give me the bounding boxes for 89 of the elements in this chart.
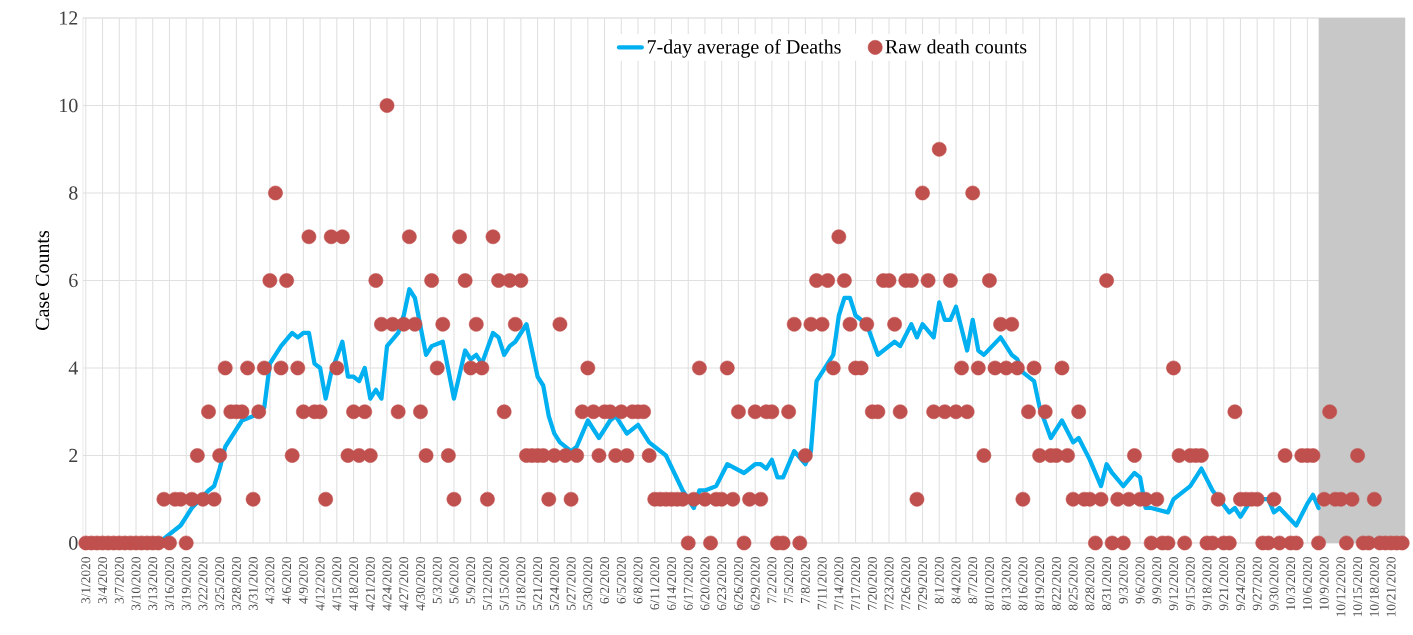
- y-tick-label: 10: [60, 98, 78, 113]
- x-tick-label: 6/20/2020: [700, 557, 710, 611]
- x-tick-label: 7/11/2020: [817, 557, 827, 610]
- legend-label: 7-day average of Deaths: [647, 39, 841, 58]
- x-tick-label: 9/12/2020: [1169, 557, 1179, 611]
- x-tick-label: 7/8/2020: [800, 557, 810, 604]
- x-tick-label: 6/2/2020: [600, 557, 610, 604]
- x-tick-label: 9/15/2020: [1185, 557, 1195, 611]
- x-tick-label: 3/7/2020: [114, 557, 124, 604]
- x-tick-label: 5/6/2020: [449, 557, 459, 604]
- x-tick-label: 3/25/2020: [215, 557, 225, 611]
- x-tick-label: 8/25/2020: [1068, 557, 1078, 611]
- x-tick-label: 5/24/2020: [549, 557, 559, 610]
- x-tick-label: 4/18/2020: [349, 557, 359, 611]
- x-tick-label: 3/1/2020: [81, 557, 91, 604]
- y-tick-label: 12: [60, 11, 78, 25]
- x-tick-label: 7/14/2020: [834, 557, 844, 610]
- x-tick-label: 6/17/2020: [683, 557, 693, 611]
- x-tick-label: 3/22/2020: [198, 557, 208, 611]
- legend-label: Raw death counts: [885, 39, 1027, 54]
- x-tick-label: 7/23/2020: [884, 557, 894, 610]
- x-tick-label: 3/31/2020: [248, 557, 258, 611]
- x-tick-label: 4/3/2020: [265, 557, 275, 604]
- x-tick-label: 8/31/2020: [1102, 557, 1112, 611]
- x-tick-label: 4/6/2020: [282, 557, 292, 604]
- x-tick-label: 8/13/2020: [1001, 557, 1011, 611]
- x-tick-label: 8/4/2020: [951, 557, 961, 604]
- x-tick-label: 5/21/2020: [533, 557, 543, 610]
- y-tick-label: 6: [69, 273, 78, 288]
- x-tick-label: 8/22/2020: [1051, 557, 1061, 611]
- x-tick-label: 9/3/2020: [1118, 557, 1128, 604]
- x-tick-label: 8/10/2020: [984, 557, 994, 611]
- y-tick-label: 8: [69, 186, 78, 200]
- x-tick-label: 4/12/2020: [315, 557, 325, 611]
- x-tick-label: 3/16/2020: [164, 557, 174, 611]
- x-tick-label: 3/19/2020: [181, 557, 191, 611]
- x-tick-label: 5/15/2020: [499, 557, 509, 610]
- x-tick-label: 5/27/2020: [566, 557, 576, 610]
- x-tick-label: 5/30/2020: [583, 557, 593, 610]
- x-tick-label: 7/17/2020: [851, 557, 861, 610]
- x-tick-label: 10/21/2020: [1386, 557, 1396, 617]
- x-tick-label: 7/29/2020: [918, 557, 927, 610]
- x-tick-label: 8/7/2020: [968, 557, 978, 604]
- x-tick-label: 10/18/2020: [1369, 557, 1379, 617]
- x-tick-label: 7/2/2020: [767, 557, 777, 604]
- x-tick-label: 6/8/2020: [633, 557, 643, 604]
- x-tick-label: 7/26/2020: [901, 557, 911, 610]
- x-tick-label: 5/12/2020: [482, 557, 492, 610]
- x-tick-label: 5/18/2020: [516, 557, 526, 610]
- x-tick-label: 9/21/2020: [1219, 557, 1229, 611]
- x-tick-label: 4/24/2020: [382, 557, 392, 611]
- x-tick-label: 4/27/2020: [399, 557, 409, 611]
- x-tick-label: 7/5/2020: [784, 557, 794, 604]
- x-tick-label: 6/29/2020: [750, 557, 760, 611]
- x-tick-label: 4/30/2020: [415, 557, 425, 611]
- x-tick-label: 8/19/2020: [1035, 557, 1045, 611]
- x-tick-label: 9/6/2020: [1135, 557, 1145, 604]
- x-tick-label: 9/18/2020: [1202, 557, 1212, 611]
- x-tick-label: 10/6/2020: [1302, 557, 1312, 610]
- x-tick-label: 9/24/2020: [1235, 557, 1245, 611]
- x-tick-label: 8/1/2020: [934, 557, 944, 604]
- x-tick-label: 6/23/2020: [717, 557, 727, 611]
- x-tick-label: 4/9/2020: [298, 557, 308, 604]
- x-tick-label: 4/21/2020: [365, 557, 375, 611]
- x-tick-label: 5/9/2020: [466, 557, 476, 604]
- x-tick-label: 3/10/2020: [131, 557, 141, 611]
- x-tick-label: 3/4/2020: [98, 557, 108, 604]
- x-tick-label: 10/9/2020: [1319, 557, 1329, 610]
- x-tick-label: 6/14/2020: [667, 557, 676, 611]
- y-tick-label: 4: [68, 361, 78, 375]
- y-tick-label: 2: [69, 448, 78, 463]
- x-tick-label: 10/3/2020: [1286, 557, 1296, 610]
- x-tick-label: 10/12/2020: [1336, 557, 1346, 617]
- x-tick-label: 6/26/2020: [733, 557, 743, 611]
- x-tick-label: 7/20/2020: [867, 557, 877, 610]
- x-tick-label: 3/13/2020: [148, 557, 158, 611]
- y-axis-title: Case Counts: [35, 230, 50, 330]
- y-tick-label: 0: [69, 536, 78, 550]
- x-tick-label: 8/28/2020: [1085, 557, 1095, 611]
- x-tick-label: 6/11/2020: [650, 557, 660, 610]
- x-tick-label: 4/15/2020: [332, 557, 342, 611]
- x-tick-label: 9/27/2020: [1252, 557, 1262, 611]
- x-tick-label: 9/30/2020: [1269, 557, 1279, 611]
- x-tick-label: 8/16/2020: [1018, 557, 1028, 611]
- x-tick-label: 9/9/2020: [1152, 557, 1162, 604]
- x-tick-label: 10/15/2020: [1353, 557, 1363, 617]
- x-tick-label: 6/5/2020: [616, 557, 626, 604]
- x-tick-label: 5/3/2020: [432, 557, 442, 604]
- x-tick-label: 3/28/2020: [231, 557, 241, 611]
